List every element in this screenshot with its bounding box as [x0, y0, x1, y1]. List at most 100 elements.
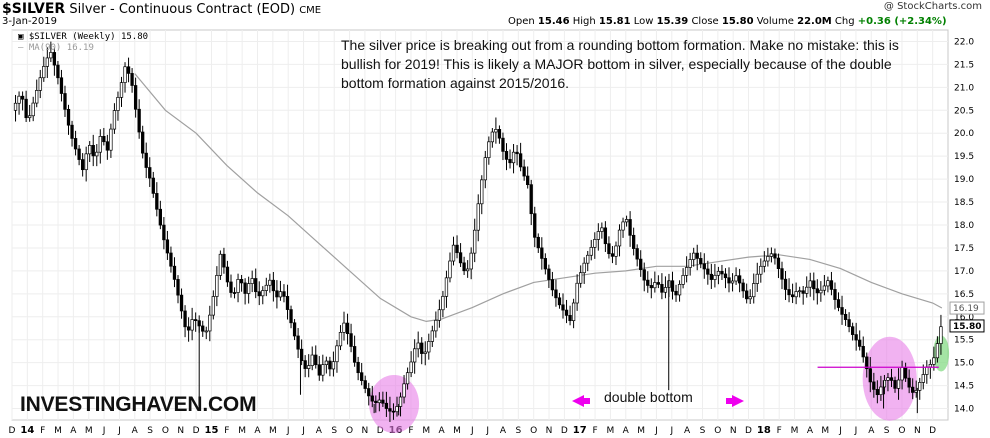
candle-body	[405, 372, 410, 385]
candle-body	[370, 395, 374, 402]
x-tick-label: A	[868, 426, 875, 436]
candle-body	[91, 145, 95, 157]
candle-body	[939, 326, 943, 344]
quote-bar: Open 15.46 High 15.81 Low 15.39 Close 15…	[508, 16, 947, 27]
x-tick-label: O	[898, 426, 905, 436]
candle-body	[215, 275, 219, 297]
candle-body	[208, 314, 212, 332]
open-label: Open	[508, 16, 535, 27]
candle-body	[561, 304, 565, 311]
close-value: 15.80	[721, 16, 754, 27]
candle-body	[790, 294, 795, 298]
candle-body	[88, 145, 92, 155]
candle-body	[759, 265, 763, 275]
candle-body	[144, 152, 148, 168]
candle-body	[374, 400, 378, 404]
candle-body	[554, 289, 558, 299]
x-tick-label: J	[669, 426, 673, 436]
candle-body	[172, 265, 177, 280]
candle-body	[423, 351, 427, 354]
x-tick-label: A	[132, 426, 139, 436]
x-tick-label: D	[929, 426, 936, 436]
candle-body	[836, 299, 841, 308]
candle-body	[656, 282, 661, 285]
candle-body	[713, 274, 717, 280]
candle-body	[395, 406, 399, 413]
candle-body	[518, 153, 523, 168]
candle-body	[727, 277, 731, 284]
x-tick-label: M	[453, 426, 461, 436]
candle-body	[239, 279, 244, 284]
candle-body	[699, 258, 703, 265]
double-bottom-label: double bottom	[604, 389, 693, 405]
x-tick-label: M	[821, 426, 829, 436]
candle-body	[80, 159, 85, 171]
candle-body	[815, 288, 819, 294]
candle-body	[434, 319, 438, 332]
candle-body	[670, 280, 675, 292]
candle-body	[833, 289, 837, 300]
x-tick-label: J	[286, 426, 290, 436]
x-tick-label: M	[85, 426, 93, 436]
candle-body	[692, 252, 696, 260]
candle-body	[151, 177, 155, 194]
candle-body	[925, 366, 929, 375]
candle-body	[543, 258, 547, 270]
candle-body	[126, 66, 131, 74]
candle-body	[469, 252, 473, 270]
candle-body	[550, 279, 555, 291]
candle-body	[409, 361, 413, 374]
candle-body	[674, 290, 678, 296]
candle-body	[695, 252, 699, 259]
candle-body	[24, 98, 28, 119]
candle-body	[257, 291, 261, 297]
candle-body	[349, 333, 353, 347]
x-tick-label: D	[193, 426, 200, 436]
candle-body	[310, 354, 314, 366]
x-tick-label: N	[177, 426, 184, 436]
candle-body	[522, 166, 526, 177]
candle-body	[243, 282, 247, 294]
y-tick-label: 22.0	[954, 37, 974, 47]
candle-body	[444, 277, 449, 297]
candle-body	[889, 377, 894, 381]
candle-body	[935, 343, 940, 359]
candle-body	[529, 184, 533, 215]
candle-body	[331, 361, 336, 370]
candle-body	[45, 57, 49, 67]
candle-body	[17, 95, 21, 104]
bottom-highlight-2015	[369, 374, 420, 433]
legend-ma: — MA(90) 16.19	[18, 43, 94, 53]
candle-body	[137, 108, 141, 133]
candle-body	[66, 108, 71, 126]
high-value: 15.81	[598, 16, 631, 27]
candle-body	[123, 66, 127, 83]
y-tick-label: 20.5	[954, 106, 974, 116]
low-value: 15.39	[656, 16, 689, 27]
candle-body	[462, 262, 466, 272]
candle-body	[533, 213, 537, 238]
candle-body	[635, 248, 639, 260]
candle-body	[564, 309, 569, 316]
ma-value-text: 16.19	[953, 304, 979, 314]
legend-ma-label: MA(90) 16.19	[28, 43, 94, 53]
x-tick-label: A	[316, 426, 323, 436]
candle-body	[748, 296, 752, 300]
candle-body	[441, 295, 445, 311]
candle-body	[317, 364, 321, 376]
candle-body	[879, 386, 883, 396]
candle-body	[130, 73, 134, 86]
candle-body	[476, 203, 480, 231]
x-tick-label: F	[777, 426, 782, 436]
y-tick-label: 14.0	[954, 405, 974, 415]
x-tick-label: A	[623, 426, 630, 436]
candle-body	[776, 257, 781, 269]
candle-body	[116, 97, 120, 111]
candle-body	[843, 313, 848, 320]
candle-body	[494, 129, 498, 133]
x-tick-label: A	[684, 426, 691, 436]
candle-body	[465, 268, 470, 272]
candle-body	[730, 280, 735, 284]
candle-body	[377, 399, 381, 404]
candle-body	[328, 360, 332, 370]
